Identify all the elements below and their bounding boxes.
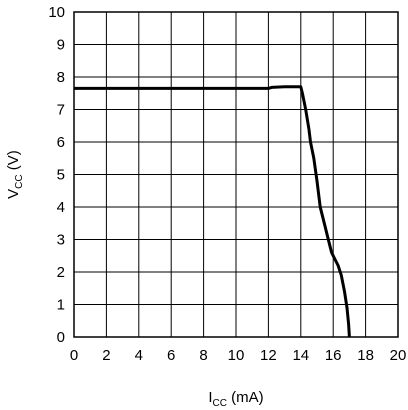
x-tick-labels: 0 2 4 6 8 10 12 14 16 18 20: [70, 347, 407, 364]
y-tick-label: 4: [57, 199, 65, 216]
y-tick-label: 7: [57, 102, 65, 119]
y-axis-label: VCC (V): [5, 150, 25, 199]
x-axis-label-main: I: [208, 389, 212, 406]
y-tick-label: 6: [57, 134, 65, 151]
x-tick-label: 0: [70, 347, 78, 364]
x-tick-label: 12: [260, 347, 277, 364]
x-tick-label: 8: [199, 347, 207, 364]
x-tick-label: 4: [135, 347, 143, 364]
y-tick-label: 0: [57, 329, 65, 346]
y-tick-label: 9: [57, 37, 65, 54]
y-tick-label: 10: [48, 4, 65, 21]
y-tick-label: 2: [57, 264, 65, 281]
y-tick-label: 5: [57, 167, 65, 184]
x-tick-label: 2: [102, 347, 110, 364]
x-tick-label: 20: [390, 347, 407, 364]
series-group: [74, 85, 351, 338]
y-tick-labels: 0 1 2 3 4 5 6 7 8 9 10: [48, 4, 65, 346]
x-axis-label-unit: (mA): [227, 389, 264, 406]
y-tick-label: 1: [57, 297, 65, 314]
y-axis-label-main: V: [5, 189, 22, 199]
plot-area-frame: [73, 11, 399, 338]
x-tick-label: 6: [167, 347, 175, 364]
x-tick-label: 16: [325, 347, 342, 364]
y-axis-label-unit: (V): [5, 150, 22, 174]
y-axis-label-sub: CC: [14, 174, 25, 188]
y-tick-label: 8: [57, 69, 65, 86]
grid: [73, 11, 399, 338]
x-axis-label: ICC (mA): [208, 389, 263, 409]
x-axis-label-sub: CC: [213, 398, 227, 409]
y-tick-label: 3: [57, 232, 65, 249]
x-tick-label: 10: [228, 347, 245, 364]
series-line: [74, 85, 351, 338]
x-tick-label: 14: [292, 347, 309, 364]
x-tick-label: 18: [357, 347, 374, 364]
